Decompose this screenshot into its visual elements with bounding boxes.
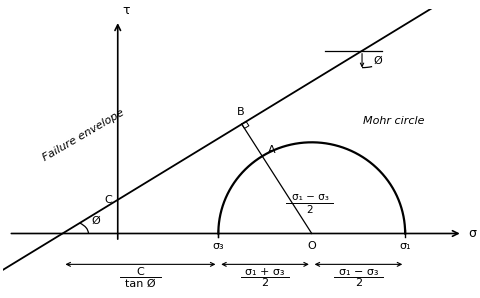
Text: τ: τ [122, 4, 129, 18]
Text: σ: σ [468, 227, 475, 240]
Text: σ₁: σ₁ [398, 240, 410, 251]
Text: σ₁ + σ₃: σ₁ + σ₃ [245, 267, 284, 277]
Text: σ₃: σ₃ [212, 240, 224, 251]
Text: Ø: Ø [373, 56, 382, 66]
Text: Mohr circle: Mohr circle [362, 116, 423, 126]
Text: 2: 2 [354, 278, 361, 288]
Text: σ₁ − σ₃: σ₁ − σ₃ [338, 267, 377, 277]
Text: Failure envelope: Failure envelope [41, 108, 125, 163]
Text: σ₁ − σ₃: σ₁ − σ₃ [291, 192, 328, 202]
Text: tan Ø: tan Ø [125, 278, 156, 288]
Text: 2: 2 [306, 205, 312, 215]
Text: Ø: Ø [91, 216, 100, 226]
Text: A: A [267, 145, 275, 155]
Text: C: C [104, 195, 112, 205]
Text: O: O [307, 240, 315, 251]
Text: B: B [236, 107, 244, 117]
Text: 2: 2 [261, 278, 268, 288]
Text: C: C [136, 267, 144, 277]
